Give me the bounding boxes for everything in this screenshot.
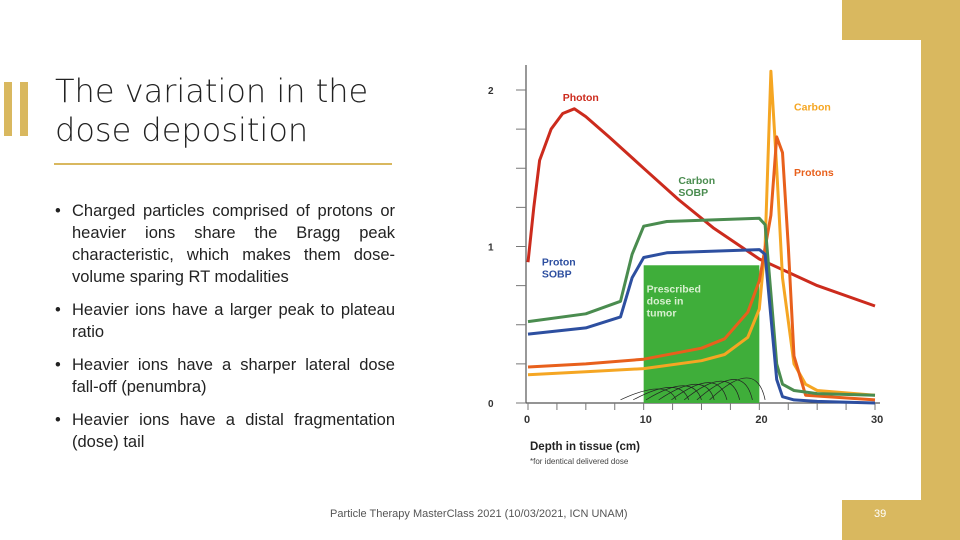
x-tick-label: 30 — [871, 414, 883, 426]
pristine-peak-curve — [671, 382, 728, 401]
prescribed-label: Prescribed — [647, 283, 701, 295]
title-accent-bar-left — [4, 82, 12, 136]
pristine-peak-curve — [709, 377, 766, 401]
x-axis-label: Depth in tissue (cm) — [530, 441, 640, 453]
bullet-text: Charged particles comprised of protons o… — [72, 202, 395, 286]
series-label: Carbon — [794, 101, 831, 113]
page-number: 39 — [874, 508, 887, 520]
bullet-item: • Heavier ions have a sharper lateral dos… — [55, 354, 395, 398]
slide-footer: Particle Therapy MasterClass 2021 (10/03… — [330, 508, 628, 520]
title-line-2: dose deposition — [55, 111, 309, 149]
bullet-glyph: • — [55, 411, 61, 429]
y-tick-label: 1 — [488, 243, 494, 254]
series-line — [527, 216, 876, 397]
prescribed-label: tumor — [647, 307, 677, 319]
pristine-peak-curve — [633, 387, 690, 401]
bullet-text: Heavier ions have a larger peak to plate… — [72, 301, 395, 341]
pristine-peak-curve — [620, 388, 677, 401]
bullet-item: • Heavier ions have a distal fragmentatio… — [55, 409, 395, 453]
bullet-glyph: • — [55, 356, 61, 374]
prescribed-label: dose in — [647, 295, 684, 307]
series-line — [527, 248, 876, 405]
x-tick-label: 10 — [640, 414, 652, 426]
y-tick-label: 2 — [488, 86, 494, 97]
x-tick-label: 0 — [524, 414, 530, 426]
pristine-peak-curve — [683, 380, 741, 401]
series-line — [527, 135, 876, 402]
slide-title: The variation in the dose deposition — [55, 72, 395, 150]
series-label: SOBP — [542, 268, 572, 280]
title-underline — [54, 163, 392, 165]
prescribed-dose-region — [643, 265, 760, 403]
pristine-peak-curve — [696, 379, 753, 401]
bullet-item: • Heavier ions have a larger peak to plat… — [55, 299, 395, 343]
bullet-text: Heavier ions have a sharper lateral dose… — [72, 356, 395, 396]
series-label: Carbon — [678, 175, 715, 187]
title-accent-bar-right — [20, 82, 28, 136]
x-tick-label: 20 — [755, 414, 767, 426]
pristine-peak-curve — [645, 385, 702, 401]
series-label: Proton — [542, 256, 576, 268]
bullet-list: • Charged particles comprised of protons … — [55, 200, 395, 464]
bullet-text: Heavier ions have a distal fragmentation… — [72, 411, 395, 451]
bullet-glyph: • — [55, 301, 61, 319]
bullet-item: • Charged particles comprised of protons … — [55, 200, 395, 288]
y-tick-label: 0 — [488, 399, 494, 410]
chart-footnote: *for identical delivered dose — [530, 457, 629, 466]
title-line-1: The variation in the — [55, 72, 369, 110]
series-label: Protons — [794, 167, 834, 179]
pristine-peak-curve — [658, 384, 715, 401]
bullet-glyph: • — [55, 202, 61, 220]
series-line — [526, 107, 876, 308]
series-label: SOBP — [678, 187, 708, 199]
series-label: Photon — [563, 92, 599, 104]
